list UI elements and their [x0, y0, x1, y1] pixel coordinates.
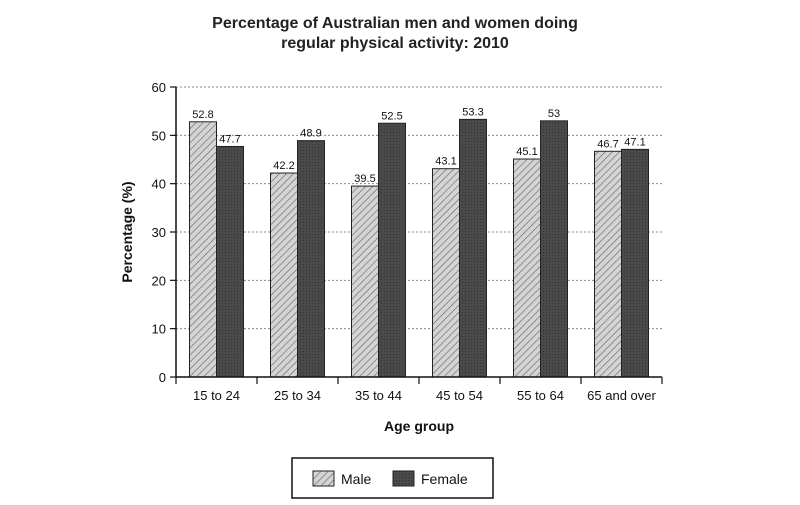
- male-bar: [432, 168, 460, 378]
- data-label: 53.3: [462, 106, 483, 118]
- data-label: 52.8: [192, 109, 213, 121]
- female-bar: [621, 148, 649, 378]
- data-label: 43.1: [435, 156, 456, 168]
- y-ticks: 0 10 20 30 40 50 60: [152, 80, 176, 385]
- male-bar: [513, 158, 541, 378]
- gridlines: [176, 86, 662, 330]
- legend-label-female: Female: [421, 471, 468, 487]
- y-tick-label: 20: [152, 273, 166, 288]
- data-label: 42.2: [273, 160, 294, 172]
- female-bar: [459, 118, 487, 378]
- female-bar: [378, 122, 406, 378]
- x-axis-title: Age group: [384, 418, 454, 434]
- y-tick-label: 10: [152, 322, 166, 337]
- bars: [189, 118, 649, 378]
- y-tick-label: 60: [152, 80, 166, 95]
- female-bar: [216, 145, 244, 378]
- x-tick-label: 35 to 44: [355, 388, 402, 403]
- legend: Male Female: [291, 457, 494, 499]
- male-bar: [594, 150, 622, 378]
- data-label: 45.1: [516, 146, 537, 158]
- y-axis-title: Percentage (%): [119, 181, 135, 282]
- female-bar: [540, 120, 568, 378]
- legend-swatch-female: [392, 470, 415, 487]
- data-label: 48.9: [300, 128, 321, 140]
- male-bar: [351, 185, 379, 378]
- x-tick-label: 15 to 24: [193, 388, 240, 403]
- x-tick-label: 65 and over: [587, 388, 656, 403]
- legend-label-male: Male: [341, 471, 372, 487]
- data-label: 46.7: [597, 138, 618, 150]
- legend-swatch-male: [312, 470, 335, 487]
- chart-subtitle: regular physical activity: 2010: [281, 35, 509, 52]
- data-label: 39.5: [354, 173, 375, 185]
- data-label: 47.1: [624, 136, 645, 148]
- chart-title: Percentage of Australian men and women d…: [212, 15, 578, 32]
- data-label: 52.5: [381, 110, 402, 122]
- data-label: 47.7: [219, 133, 240, 145]
- x-tick-label: 55 to 64: [517, 388, 564, 403]
- x-tick-label: 45 to 54: [436, 388, 483, 403]
- data-label: 53: [548, 108, 560, 120]
- y-tick-label: 0: [159, 370, 166, 385]
- male-bar: [270, 172, 298, 378]
- data-labels: 52.8 42.2 39.5 43.1 45.1 46.7 47.7 48.9 52.5 53.3…: [192, 106, 645, 185]
- x-ticks: 15 to 24 25 to 34 35 to 44 45 to 54 55 to 64…: [175, 377, 663, 403]
- x-tick-label: 25 to 34: [274, 388, 321, 403]
- y-tick-label: 50: [152, 128, 166, 143]
- female-bar: [297, 140, 325, 378]
- y-tick-label: 40: [152, 177, 166, 192]
- male-bar: [189, 121, 217, 378]
- y-tick-label: 30: [152, 225, 166, 240]
